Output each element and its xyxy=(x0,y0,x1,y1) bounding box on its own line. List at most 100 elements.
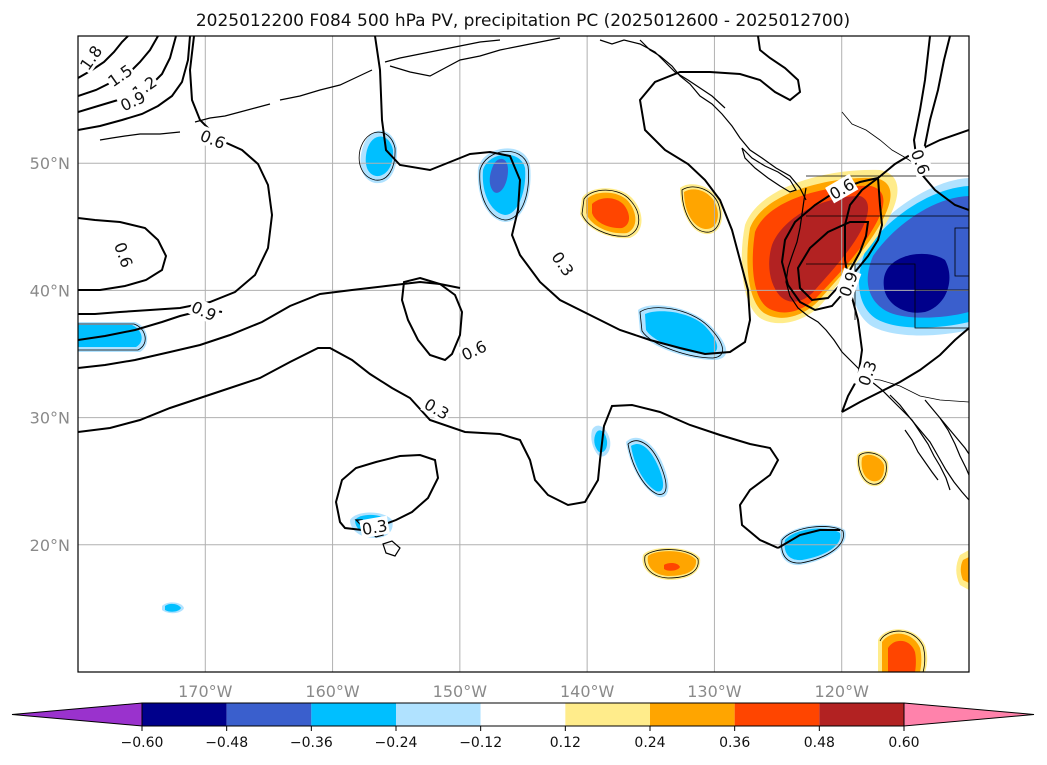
shade-neg-10-c3 xyxy=(883,253,950,313)
lon-tick-label: 140°W xyxy=(560,682,615,701)
colorbar-segment xyxy=(734,703,820,726)
contour-label: 0.3 xyxy=(853,356,881,390)
outline-pos-6 xyxy=(879,630,926,672)
contour-label: 0.6 xyxy=(196,125,230,153)
shade-pos-5-c1 xyxy=(861,454,885,482)
shade-pos-2-c1 xyxy=(684,189,718,230)
shade-pos-1-c2 xyxy=(592,198,630,229)
outline-neg-6 xyxy=(627,440,667,495)
border-us-mexico xyxy=(857,377,969,403)
colorbar-segment xyxy=(480,703,566,726)
coast-baja xyxy=(889,394,969,501)
lat-tick-label: 40°N xyxy=(30,281,70,300)
colorbar-tick-label: 0.48 xyxy=(804,735,835,751)
shade-neg-4-core xyxy=(645,311,718,354)
colorbar: −0.60 −0.48 −0.36 −0.24 −0.12 0.12 0.24 0.36 0.4… xyxy=(11,702,1035,751)
contour-label: 0.9 xyxy=(187,296,221,325)
contour-label: 0.6 xyxy=(457,336,491,365)
contour-0p3-north xyxy=(374,36,802,356)
coast-gulf-ca xyxy=(939,417,969,476)
shade-neg-2-inner xyxy=(489,158,508,193)
contour-label-bg xyxy=(110,238,138,272)
precipitation-shading xyxy=(78,130,969,672)
coast-vancouver xyxy=(741,147,797,193)
lon-tick-label: 120°W xyxy=(815,682,870,701)
contour-label-bg xyxy=(196,125,230,153)
colorbar-tick-label: −0.24 xyxy=(375,735,418,751)
contour-label-bg xyxy=(457,336,491,365)
border-states xyxy=(806,215,969,329)
map-area: 1.81.51.20.90.60.60.90.60.30.30.30.60.60… xyxy=(76,36,969,672)
colorbar-tick-label: −0.36 xyxy=(290,735,333,751)
contour-0p3-cali xyxy=(841,327,969,413)
contour-label-bg xyxy=(359,515,390,539)
contour-label-bg xyxy=(116,86,150,115)
contour-label-bg xyxy=(907,145,934,179)
outline-neg-3 xyxy=(78,323,146,351)
colorbar-extend-high xyxy=(903,702,1035,727)
contour-0p3-main xyxy=(78,347,780,549)
contour-0p6-island xyxy=(400,276,464,362)
latitude-labels: 20°N 30°N 40°N 50°N xyxy=(30,154,70,555)
colorbar-segment xyxy=(226,703,312,726)
colorbar-tick-label: 0.36 xyxy=(719,735,750,751)
contour-label-text: 1.8 xyxy=(76,42,106,74)
lat-tick-label: 50°N xyxy=(30,154,70,173)
map-frame xyxy=(77,35,970,673)
coastlines xyxy=(99,37,969,557)
lon-tick-label: 130°W xyxy=(687,682,742,701)
contour-label: 0.6 xyxy=(907,145,934,179)
precipitation-outlines xyxy=(78,131,926,672)
contour-label-bg xyxy=(825,173,859,204)
colorbar-tick-label: −0.12 xyxy=(459,735,502,751)
lon-tick-label: 150°W xyxy=(433,682,488,701)
coast-bc xyxy=(639,39,807,201)
colorbar-segment xyxy=(650,703,735,726)
contour-0p6-inner xyxy=(780,177,884,312)
colorbar-tick-label: −0.60 xyxy=(121,735,164,751)
shade-neg-9-core xyxy=(165,603,181,612)
contour-0p3-west-stub xyxy=(777,529,840,549)
contour-top-right xyxy=(923,36,951,151)
contour-label-text: 0.3 xyxy=(547,248,577,280)
lat-tick-label: 20°N xyxy=(30,536,70,555)
coast-hawaii-2 xyxy=(382,540,401,557)
coast-mainland-mx xyxy=(924,399,969,455)
contour-label: 0.3 xyxy=(420,393,454,424)
contour-label-text: 0.3 xyxy=(421,395,453,424)
outline-neg-1 xyxy=(358,131,396,181)
lon-tick-label: 160°W xyxy=(305,682,360,701)
coast-alaska-south xyxy=(389,37,726,109)
contour-label-bg xyxy=(547,247,579,281)
shade-neg-6-core xyxy=(631,444,664,492)
outline-pos-4 xyxy=(644,549,699,579)
contour-label: 0.3 xyxy=(547,247,579,281)
colorbar-tick-label: 0.60 xyxy=(888,735,919,751)
shade-pos-6-c2 xyxy=(888,640,916,672)
longitude-labels: 170°W 160°W 150°W 140°W 130°W 120°W xyxy=(178,682,869,701)
contour-label-bg xyxy=(834,267,862,301)
lat-tick-label: 30°N xyxy=(30,409,70,428)
shade-neg-5-core xyxy=(594,430,608,453)
contour-label: 0.6 xyxy=(110,238,138,272)
contour-label-text: 0.9 xyxy=(188,297,219,325)
outline-pos-5 xyxy=(858,452,887,485)
colorbar-frame xyxy=(141,702,905,727)
lon-tick-label: 170°W xyxy=(178,682,233,701)
contour-label-text: 0.6 xyxy=(459,337,490,365)
coast-us-west xyxy=(785,187,951,491)
shade-pos-7-c1 xyxy=(960,557,969,583)
outline-neg-2 xyxy=(479,151,529,221)
colorbar-extend-low xyxy=(11,702,143,727)
outline-neg-8 xyxy=(781,526,844,564)
outline-pos-2 xyxy=(681,186,721,233)
contour-0p6-west xyxy=(78,217,168,291)
contour-0p9-north xyxy=(78,36,191,131)
figure-title: 2025012200 F084 500 hPa PV, precipitatio… xyxy=(196,11,850,31)
colorbar-segment xyxy=(819,703,904,726)
contour-label: 1.8 xyxy=(76,40,107,75)
contour-label-bg xyxy=(78,40,107,75)
contour-0p6-south-west xyxy=(78,280,461,369)
